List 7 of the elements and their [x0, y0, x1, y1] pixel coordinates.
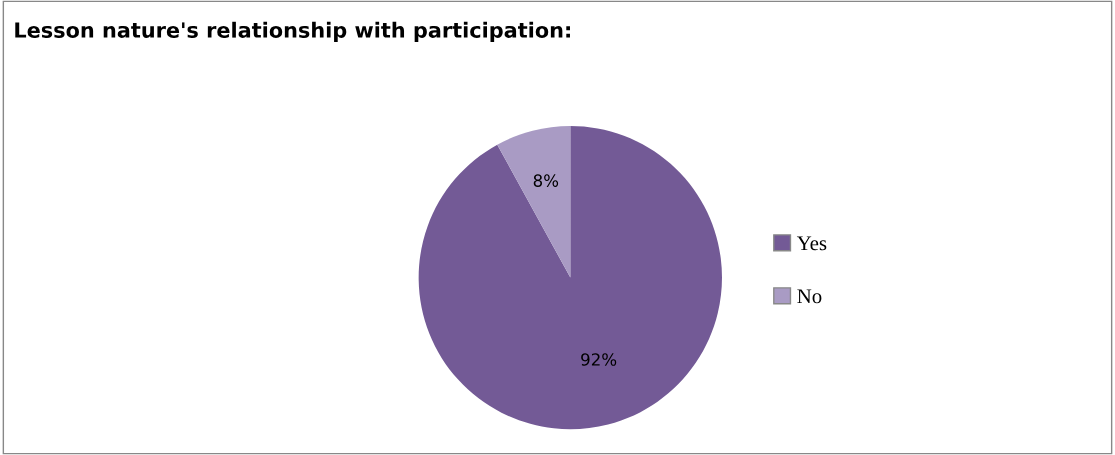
data-label: 92% [581, 353, 617, 366]
legend-label: Yes [796, 236, 827, 251]
data-label: 8% [533, 174, 559, 187]
pie-slice [418, 125, 722, 430]
legend-label: No [797, 289, 822, 304]
pie-slice [497, 125, 571, 278]
chart-title: Lesson nature's relationship with participation: [15, 21, 570, 42]
